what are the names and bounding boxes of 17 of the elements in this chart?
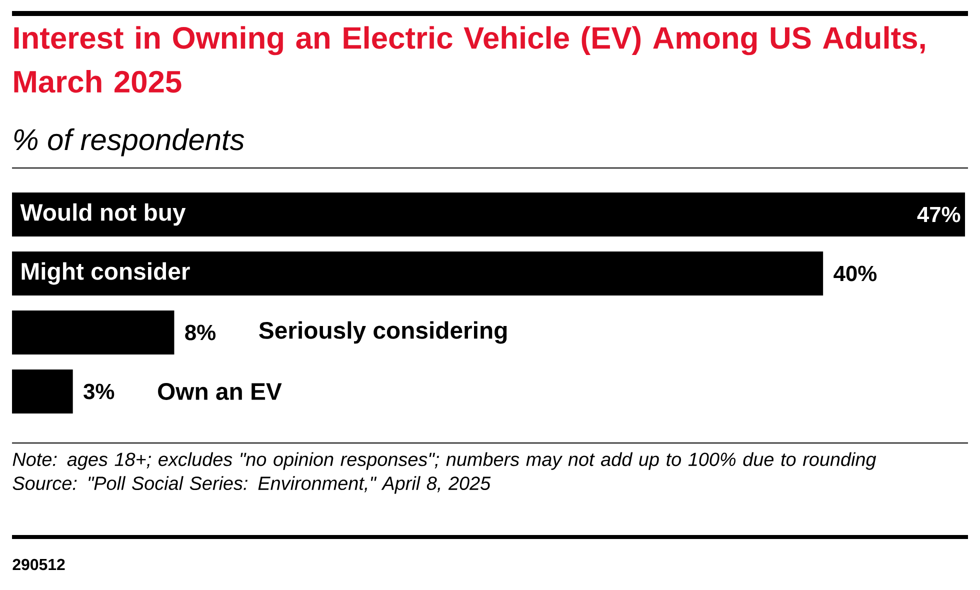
data-label: 47% bbox=[917, 206, 960, 222]
bar bbox=[12, 370, 73, 414]
chart-subtitle: % of respondents bbox=[14, 128, 244, 156]
data-label: 40% bbox=[834, 266, 877, 282]
text: 290512 bbox=[12, 558, 65, 570]
y-tick-label: Own an EV bbox=[158, 383, 282, 400]
bar bbox=[12, 252, 824, 296]
data-label: 8% bbox=[185, 324, 216, 340]
y-tick-label: Seriously considering bbox=[259, 321, 507, 344]
data-label: 3% bbox=[84, 384, 114, 400]
source-note: Source: "Poll Social Series: Environment," April 8, 2025 bbox=[12, 476, 491, 494]
bar bbox=[12, 192, 966, 236]
bar bbox=[12, 310, 174, 354]
text: Note: ages 18+; excludes "no opinion responses"; numbers may not add up to 100% due to rounding bbox=[12, 452, 876, 470]
y-tick-label: Might consider bbox=[22, 262, 190, 285]
y-tick-label: Would not buy bbox=[20, 203, 186, 226]
chart-title: Interest in Owning an Electric Vehicle (EV) Among US Adults, March 2025 bbox=[14, 26, 925, 93]
